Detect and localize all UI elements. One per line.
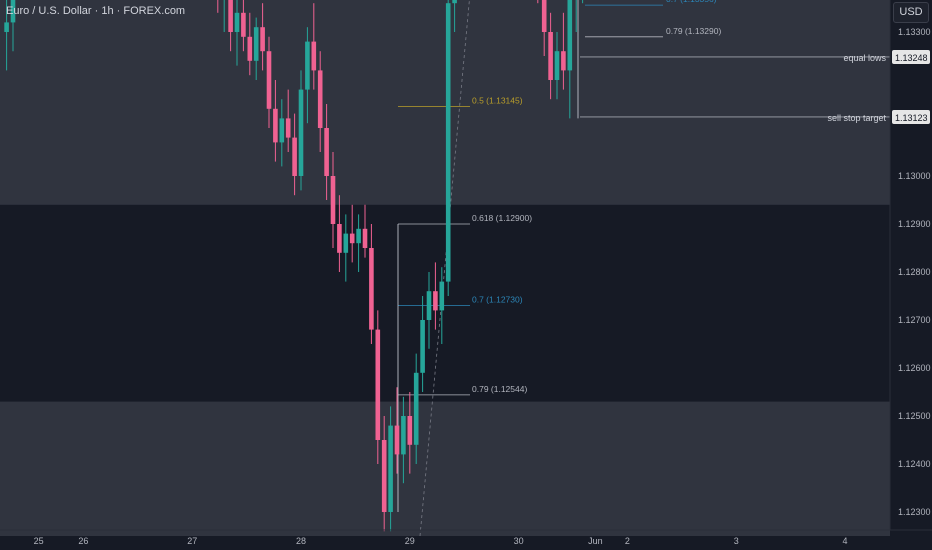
- candle-body: [324, 128, 329, 176]
- price-badge: [892, 49, 930, 64]
- price-badge: [892, 109, 930, 124]
- candle-body: [253, 27, 259, 61]
- candle-body: [433, 291, 438, 311]
- candle-body: [228, 0, 233, 32]
- fib-label: 0.7 (1.13356): [666, 0, 717, 4]
- fib-label: 0.79 (1.13290): [666, 26, 721, 36]
- candle-body: [298, 89, 304, 176]
- chart-title: Euro / U.S. Dollar · 1h · FOREX.com: [6, 5, 186, 17]
- candle-body: [356, 228, 361, 244]
- fib-label: 0.79 (1.12544): [472, 384, 527, 394]
- candle-body: [311, 41, 317, 71]
- candle-body: [362, 228, 368, 248]
- candle-body: [452, 0, 457, 4]
- candle-body: [317, 70, 323, 128]
- price-tick: 1.12800: [898, 267, 931, 277]
- time-tick: 27: [187, 536, 197, 546]
- candle-body: [10, 0, 16, 23]
- annotation-label: equal lows: [843, 53, 886, 63]
- candle-body: [292, 137, 297, 176]
- candle-body: [381, 440, 387, 512]
- time-tick: 4: [842, 536, 847, 546]
- candle-body: [375, 329, 381, 440]
- candle-body: [369, 248, 374, 330]
- price-tick: 1.12500: [898, 411, 931, 421]
- candle-body: [567, 0, 573, 71]
- time-tick: 3: [734, 536, 739, 546]
- annotation-label: sell stop target: [827, 113, 886, 123]
- candle-body: [305, 41, 310, 90]
- candle-body: [343, 233, 349, 253]
- candle-body: [337, 224, 342, 253]
- candle-body: [394, 425, 400, 455]
- time-tick: 30: [514, 536, 524, 546]
- fib-label: 0.618 (1.12900): [472, 213, 532, 223]
- candle-body: [285, 118, 291, 138]
- fib-label: 0.7 (1.12730): [472, 295, 523, 305]
- time-tick: 29: [405, 536, 415, 546]
- candle-body: [388, 425, 393, 512]
- currency-button[interactable]: USD: [893, 2, 929, 23]
- candle-body: [247, 36, 253, 61]
- zone-gray-low: [0, 0, 890, 205]
- fib-label: 0.5 (1.13145): [472, 95, 523, 105]
- price-tick: 1.13000: [898, 171, 931, 181]
- candle-body: [234, 12, 240, 33]
- time-tick: 25: [34, 536, 44, 546]
- candle-body: [561, 51, 566, 71]
- price-tick: 1.12700: [898, 315, 931, 325]
- candle-body: [413, 372, 419, 445]
- price-badge-label: 1.13248: [895, 53, 928, 63]
- price-tick: 1.12900: [898, 219, 931, 229]
- time-tick: 26: [78, 536, 88, 546]
- time-tick: Jun: [588, 536, 603, 546]
- trend-line: [419, 0, 470, 537]
- candle-body: [401, 416, 406, 455]
- candle-body: [260, 27, 265, 52]
- candle-body: [349, 233, 355, 244]
- candle-body: [4, 22, 9, 32]
- candle-body: [554, 51, 560, 80]
- candle-body: [241, 12, 246, 37]
- zone-gray-bottom: [0, 401, 890, 536]
- price-tick: 1.13300: [898, 27, 931, 37]
- candle-body: [420, 320, 425, 373]
- candle-body: [407, 416, 413, 445]
- candle-body: [426, 291, 432, 320]
- candle-body: [439, 281, 445, 311]
- candle-body: [541, 0, 547, 32]
- candle-body: [279, 118, 285, 143]
- time-tick: 2: [625, 536, 630, 546]
- candle-body: [273, 108, 278, 143]
- candle-body: [548, 32, 553, 80]
- price-tick: 1.12300: [898, 507, 931, 517]
- candle-body: [266, 51, 272, 109]
- price-tick: 1.12400: [898, 459, 931, 469]
- time-tick: 28: [296, 536, 306, 546]
- price-scale[interactable]: [890, 0, 932, 550]
- candle-body: [445, 3, 451, 282]
- price-badge-label: 1.13123: [895, 113, 928, 123]
- price-tick: 1.12600: [898, 363, 931, 373]
- candle-body: [330, 176, 336, 224]
